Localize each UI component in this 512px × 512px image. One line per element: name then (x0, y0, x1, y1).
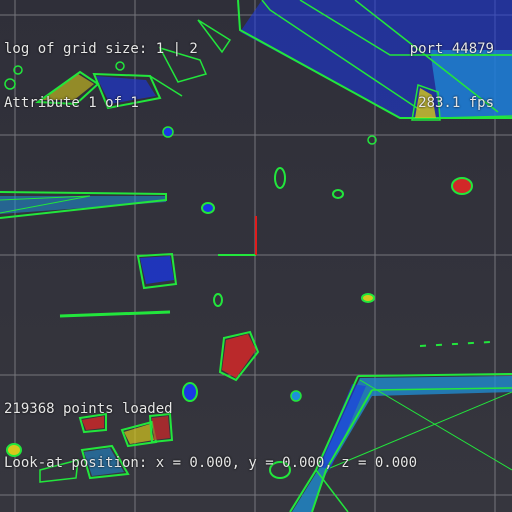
structure-top-right (237, 0, 512, 121)
slab-mid-left (0, 191, 167, 219)
port-readout: port 44879 (409, 41, 494, 57)
fps-readout: 283.1 fps (418, 95, 494, 111)
hud-top-right: port 44879 283.1 fps (410, 4, 494, 148)
hud-bottom-left: 219368 points loaded Look-at position: x… (4, 364, 417, 508)
grid-size-readout: log of grid size: 1 | 2 (4, 41, 198, 57)
objects-center (59, 135, 491, 402)
structure-top-left (4, 19, 232, 138)
structure-bottom-left (6, 412, 291, 483)
points-loaded-readout: 219368 points loaded (4, 401, 173, 417)
look-at-readout: Look-at position: x = 0.000, y = 0.000, … (4, 455, 418, 471)
structure-bottom-right (289, 373, 512, 512)
attribute-readout: Attribute 1 of 1 (4, 95, 139, 111)
hud-top-left: log of grid size: 1 | 2 Attribute 1 of 1 (4, 4, 198, 148)
origin-axis (218, 216, 257, 256)
